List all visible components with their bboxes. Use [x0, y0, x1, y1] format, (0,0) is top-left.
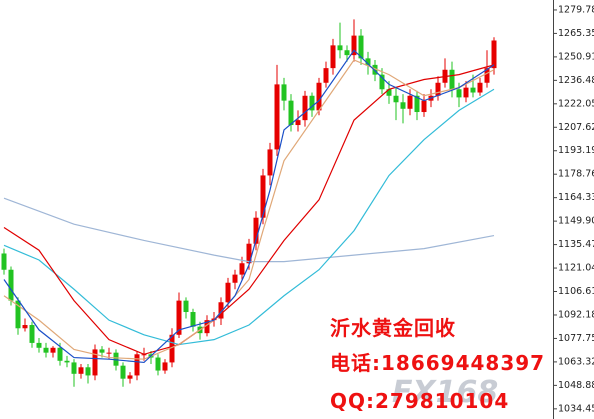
candle-body	[225, 282, 231, 303]
y-tick-label: 1106.61	[558, 286, 594, 297]
candle-body	[274, 84, 280, 150]
candle-body	[190, 312, 196, 327]
y-tick-label: 1135.47	[558, 239, 594, 250]
candle-body	[183, 300, 189, 313]
candle-body	[316, 82, 322, 111]
candle-body	[232, 274, 238, 283]
candle-body	[218, 302, 224, 319]
candle-body	[29, 325, 35, 343]
moving-average-line	[3, 59, 495, 360]
candle-body	[379, 74, 385, 90]
candle-body	[344, 50, 350, 56]
candle-body	[15, 300, 21, 329]
candle-body	[50, 347, 56, 353]
candle-body	[302, 95, 308, 121]
candle-body	[64, 360, 70, 363]
y-tick-label: 1121.04	[558, 263, 594, 274]
y-tick-label: 1164.33	[558, 192, 594, 203]
y-tick-label: 1178.76	[558, 169, 594, 180]
moving-average-line	[3, 64, 495, 355]
candle-body	[57, 347, 63, 361]
candle-body	[372, 64, 378, 75]
candle-body	[92, 349, 98, 376]
candle-body	[281, 84, 287, 101]
candle-body	[358, 35, 364, 59]
candle-body	[323, 68, 329, 83]
candle-body	[8, 269, 14, 301]
candle-body	[477, 82, 483, 93]
moving-average-line	[3, 88, 495, 346]
candle-body	[365, 58, 371, 65]
candle-body	[246, 243, 252, 264]
candle-body	[463, 87, 469, 98]
y-tick-label: 1048.88	[558, 380, 594, 391]
watermark-text: 电话:18669448397	[330, 351, 545, 375]
candle-body	[253, 217, 259, 244]
candle-body	[309, 95, 315, 111]
candle-body	[43, 347, 49, 353]
y-tick-label: 1279.78	[558, 4, 594, 15]
candle-body	[1, 253, 7, 270]
candle-body	[400, 102, 406, 109]
y-tick-label: 1193.19	[558, 145, 594, 156]
candle-body	[470, 87, 476, 93]
y-tick-label: 1092.18	[558, 309, 594, 320]
candle-body	[155, 357, 161, 371]
candle-body	[113, 352, 119, 366]
candle-body	[162, 362, 168, 371]
candle-body	[351, 35, 357, 56]
candle-body	[239, 263, 245, 275]
candle-body	[267, 149, 273, 176]
candle-body	[22, 325, 28, 329]
watermark-text: 沂水黄金回收	[330, 316, 456, 340]
y-tick-label: 1236.48	[558, 75, 594, 86]
y-tick-label: 1222.05	[558, 98, 594, 109]
candle-body	[120, 365, 126, 379]
candle-body	[337, 45, 343, 51]
candle-body	[421, 100, 427, 113]
candle-body	[176, 300, 182, 335]
y-tick-label: 1034.45	[558, 403, 594, 414]
candle-body	[169, 334, 175, 363]
candle-body	[106, 352, 112, 354]
candle-body	[414, 95, 420, 113]
candle-body	[393, 95, 399, 103]
candle-body	[449, 69, 455, 90]
candle-body	[484, 68, 490, 83]
watermark-text: QQ:279810104	[330, 389, 509, 413]
y-tick-label: 1063.32	[558, 356, 594, 367]
y-tick-label: 1265.35	[558, 28, 594, 39]
y-tick-label: 1077.75	[558, 333, 594, 344]
moving-average-line	[3, 49, 495, 364]
candle-body	[295, 120, 301, 126]
candle-body	[435, 82, 441, 96]
candle-body	[456, 89, 462, 98]
candle-body	[127, 375, 133, 379]
candle-body	[78, 367, 84, 374]
candle-body	[99, 349, 105, 353]
candle-body	[260, 175, 266, 218]
candle-body	[85, 367, 91, 376]
candle-body	[407, 95, 413, 109]
logo: FX168	[392, 375, 498, 410]
y-tick-label: 1149.90	[558, 216, 594, 227]
moving-average-line	[3, 197, 495, 263]
y-tick-label: 1250.91	[558, 51, 594, 62]
candle-body	[134, 354, 140, 376]
candle-body	[204, 320, 210, 334]
candle-body	[386, 89, 392, 96]
candle-body	[36, 342, 42, 348]
candle-body	[71, 362, 77, 374]
y-tick-label: 1207.62	[558, 122, 594, 133]
candle-body	[288, 100, 294, 126]
candle-body	[491, 40, 497, 69]
candle-body	[330, 45, 336, 69]
